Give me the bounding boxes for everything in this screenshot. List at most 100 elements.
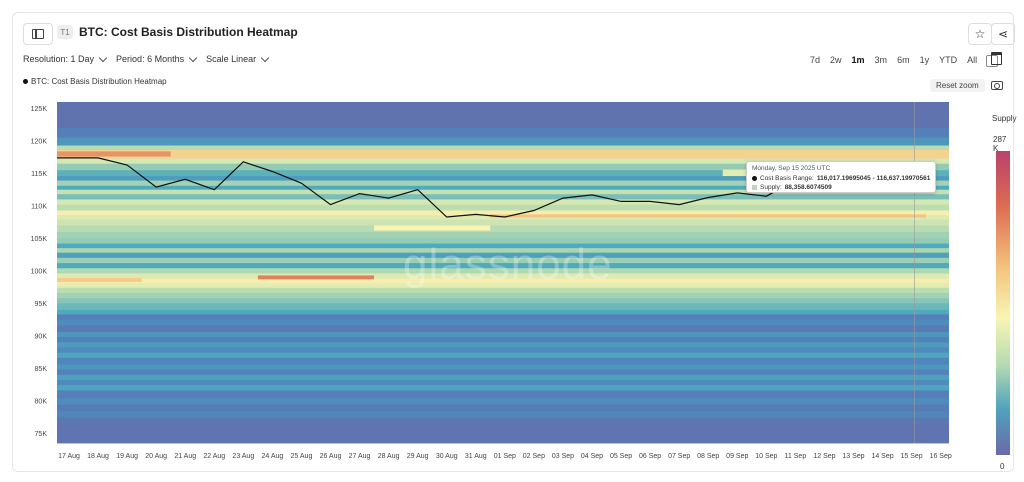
reset-zoom-button[interactable]: Reset zoom [930,79,985,92]
x-tick-label: 27 Aug [349,453,371,460]
series-legend-label: BTC: Cost Basis Distribution Heatmap [31,77,167,86]
y-tick-label: 120K [31,138,48,145]
colorbar [996,151,1010,455]
x-tick-label: 08 Sep [697,453,719,460]
tooltip-supply-row: Supply: 88,358.6074509 [752,183,930,192]
x-tick-label: 22 Aug [203,453,225,460]
heatmap-chart[interactable]: glassnode 75K 80K 85K 90K 95K 100K 105K 110K 115… [13,13,1013,471]
time-range-selector: 7d 2w 1m 3m 6m 1y YTD All [806,53,999,67]
range-3m-button[interactable]: 3m [874,55,888,65]
x-tick-label: 11 Sep [785,453,807,460]
range-all-button[interactable]: All [967,55,978,65]
x-tick-label: 25 Aug [291,453,313,460]
heatmap-band [57,231,949,239]
heatmap-band [57,185,949,191]
scale-label: Scale Linear [206,54,257,64]
heatmap-band [57,257,949,264]
heatmap-band [57,390,949,399]
heatmap-band [57,225,949,233]
series-legend[interactable]: BTC: Cost Basis Distribution Heatmap [23,77,167,86]
x-tick-label: 06 Sep [639,453,661,460]
heatmap-band [57,298,949,304]
y-tick-label: 80K [35,398,48,405]
heatmap-band [57,417,949,425]
star-icon: ☆ [974,27,986,41]
scale-dropdown[interactable]: Scale Linear [206,53,270,64]
page-title: BTC: Cost Basis Distribution Heatmap [79,25,298,39]
heatmap-band [57,411,949,419]
heatmap-hotspot [257,275,375,280]
x-tick-label: 04 Sep [581,453,603,460]
resolution-label: Resolution: 1 Day [23,54,95,64]
heatmap-band [57,357,949,365]
tooltip-supply-value: 88,358.6074509 [784,184,832,191]
camera-icon[interactable] [991,79,1003,90]
x-tick-label: 12 Sep [813,453,835,460]
range-1m-button[interactable]: 1m [851,55,865,65]
calendar-icon [990,51,1002,65]
heatmap-band [57,176,949,181]
tier-badge: T1 [57,25,73,39]
range-ytd-button[interactable]: YTD [939,55,958,65]
x-tick-label: 18 Aug [87,453,109,460]
x-axis: 17 Aug 18 Aug 19 Aug 20 Aug 21 Aug 22 Aug 23 A… [58,453,952,460]
range-2w-button[interactable]: 2w [830,55,842,65]
heatmap-band [57,424,949,444]
series-dot-icon [23,79,28,84]
y-tick-label: 115K [31,171,47,178]
y-tick-label: 75K [35,431,48,438]
heatmap-band [57,204,949,211]
colorbar-max-label: 287 K [993,135,1007,153]
range-7d-button[interactable]: 7d [810,55,821,65]
sidebar-toggle-button[interactable] [23,23,53,45]
heatmap-band [57,379,949,386]
colorbar-title: Supply [992,114,1017,123]
heatmap-band [57,137,949,146]
range-1y-button[interactable]: 1y [919,55,930,65]
heatmap-band [57,287,949,294]
x-tick-label: 21 Aug [174,453,196,460]
y-tick-label: 100K [31,268,48,275]
x-tick-label: 15 Sep [901,453,923,460]
watermark: glassnode [403,240,613,289]
tooltip-date: Monday, Sep 15 2025 UTC [752,165,831,172]
tooltip-swatch-icon [752,185,757,190]
share-button[interactable]: ⋖ [991,23,1015,45]
zoom-select-icon[interactable] [986,55,999,67]
heatmap-band [57,369,949,376]
x-tick-label: 26 Aug [320,453,342,460]
y-tick-label: 105K [31,236,48,243]
tooltip-dot-icon [752,176,757,181]
x-tick-label: 19 Aug [116,453,138,460]
calendar-button[interactable] [988,51,1004,65]
range-6m-button[interactable]: 6m [897,55,910,65]
x-tick-label: 16 Sep [930,453,952,460]
chart-controls: Resolution: 1 Day Period: 6 Months Scale… [23,53,270,64]
heatmap-cells [57,102,949,444]
heatmap-band [57,273,949,280]
heatmap-band [57,150,949,159]
heatmap-band [57,219,949,226]
tooltip-range-value: 116,017.19695045 - 116,637.19970561 [816,175,931,182]
heatmap-band [57,278,949,284]
y-tick-label: 110K [31,203,47,210]
heatmap-band [57,189,949,195]
x-tick-label: 20 Aug [145,453,167,460]
price-series-line [57,157,912,218]
x-tick-label: 14 Sep [871,453,893,460]
period-dropdown[interactable]: Period: 6 Months [116,53,198,64]
heatmap-band [57,163,949,171]
heatmap-band [57,238,949,244]
heatmap-band [57,170,949,177]
resolution-dropdown[interactable]: Resolution: 1 Day [23,53,108,64]
heatmap-band [57,102,949,129]
tooltip: Monday, Sep 15 2025 UTC Cost Basis Range… [746,161,936,193]
heatmap-band [57,127,949,139]
heatmap-band [57,309,949,315]
share-icon: ⋖ [997,27,1009,41]
x-tick-label: 28 Aug [378,453,400,460]
heatmap-band [57,319,949,326]
heatmap-band [57,385,949,391]
colorbar-min-label: 0 [1000,462,1005,471]
heatmap-band [57,337,949,343]
